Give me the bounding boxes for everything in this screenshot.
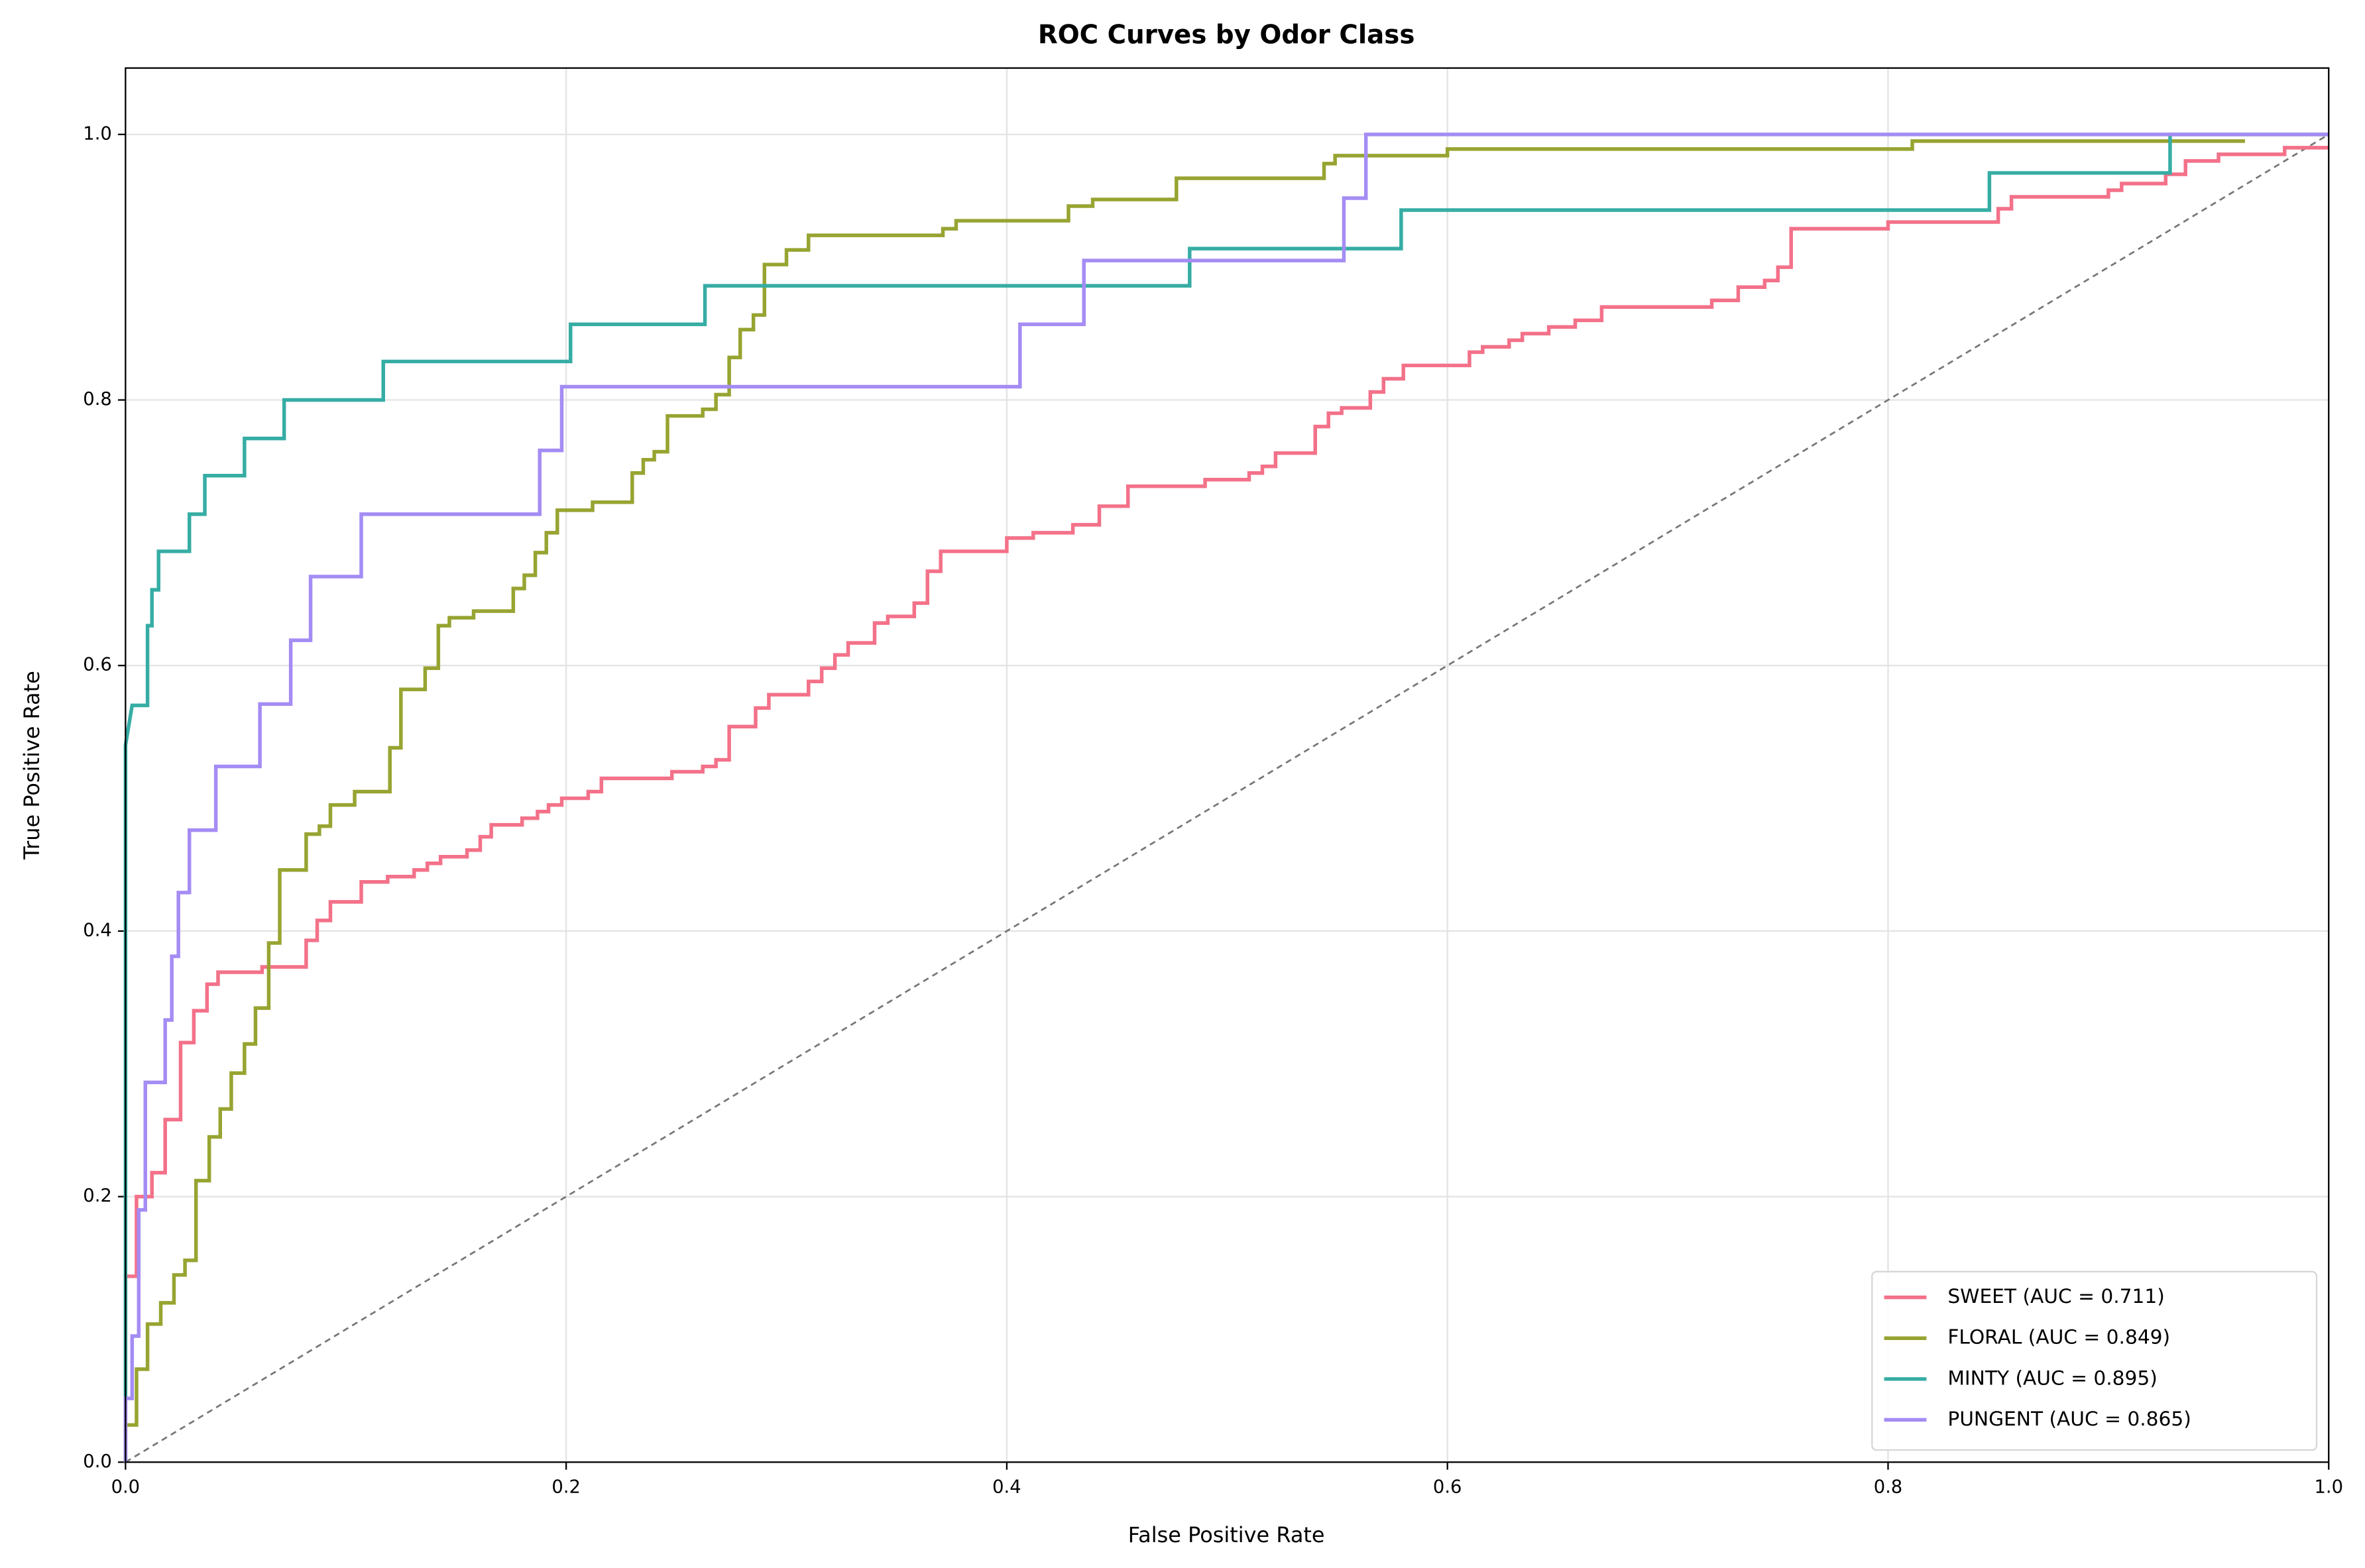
legend-label: FLORAL (AUC = 0.849)	[1947, 1325, 2170, 1349]
y-tick-label: 0.4	[83, 920, 112, 940]
x-tick-label: 0.4	[992, 1477, 1021, 1498]
y-tick-label: 0.6	[83, 655, 112, 675]
y-tick-label: 1.0	[83, 123, 112, 144]
roc-curve	[123, 139, 2245, 1463]
roc-curve	[123, 133, 2329, 1463]
y-tick-label: 0.2	[83, 1186, 112, 1206]
legend-label: MINTY (AUC = 0.895)	[1947, 1366, 2157, 1389]
x-tick-label: 0.8	[1874, 1477, 1903, 1498]
plot-frame	[125, 67, 2330, 1463]
roc-curve	[123, 133, 2329, 1463]
chart-title: ROC Curves by Odor Class	[1038, 20, 1415, 50]
x-axis-label: False Positive Rate	[1128, 1522, 1325, 1547]
roc-curve	[123, 146, 2329, 1463]
legend-box	[1871, 1270, 2318, 1451]
legend-label: PUNGENT (AUC = 0.865)	[1947, 1407, 2191, 1430]
x-tick-label: 1.0	[2314, 1477, 2343, 1498]
y-tick-label: 0.8	[83, 389, 112, 410]
legend-label: SWEET (AUC = 0.711)	[1947, 1284, 2164, 1308]
reference-line	[125, 133, 2329, 1463]
y-tick-label: 0.0	[83, 1451, 112, 1472]
y-axis-label: True Positive Rate	[19, 671, 44, 860]
x-tick-label: 0.2	[551, 1477, 581, 1498]
x-tick-label: 0.6	[1433, 1477, 1462, 1498]
x-tick-label: 0.0	[111, 1477, 141, 1498]
